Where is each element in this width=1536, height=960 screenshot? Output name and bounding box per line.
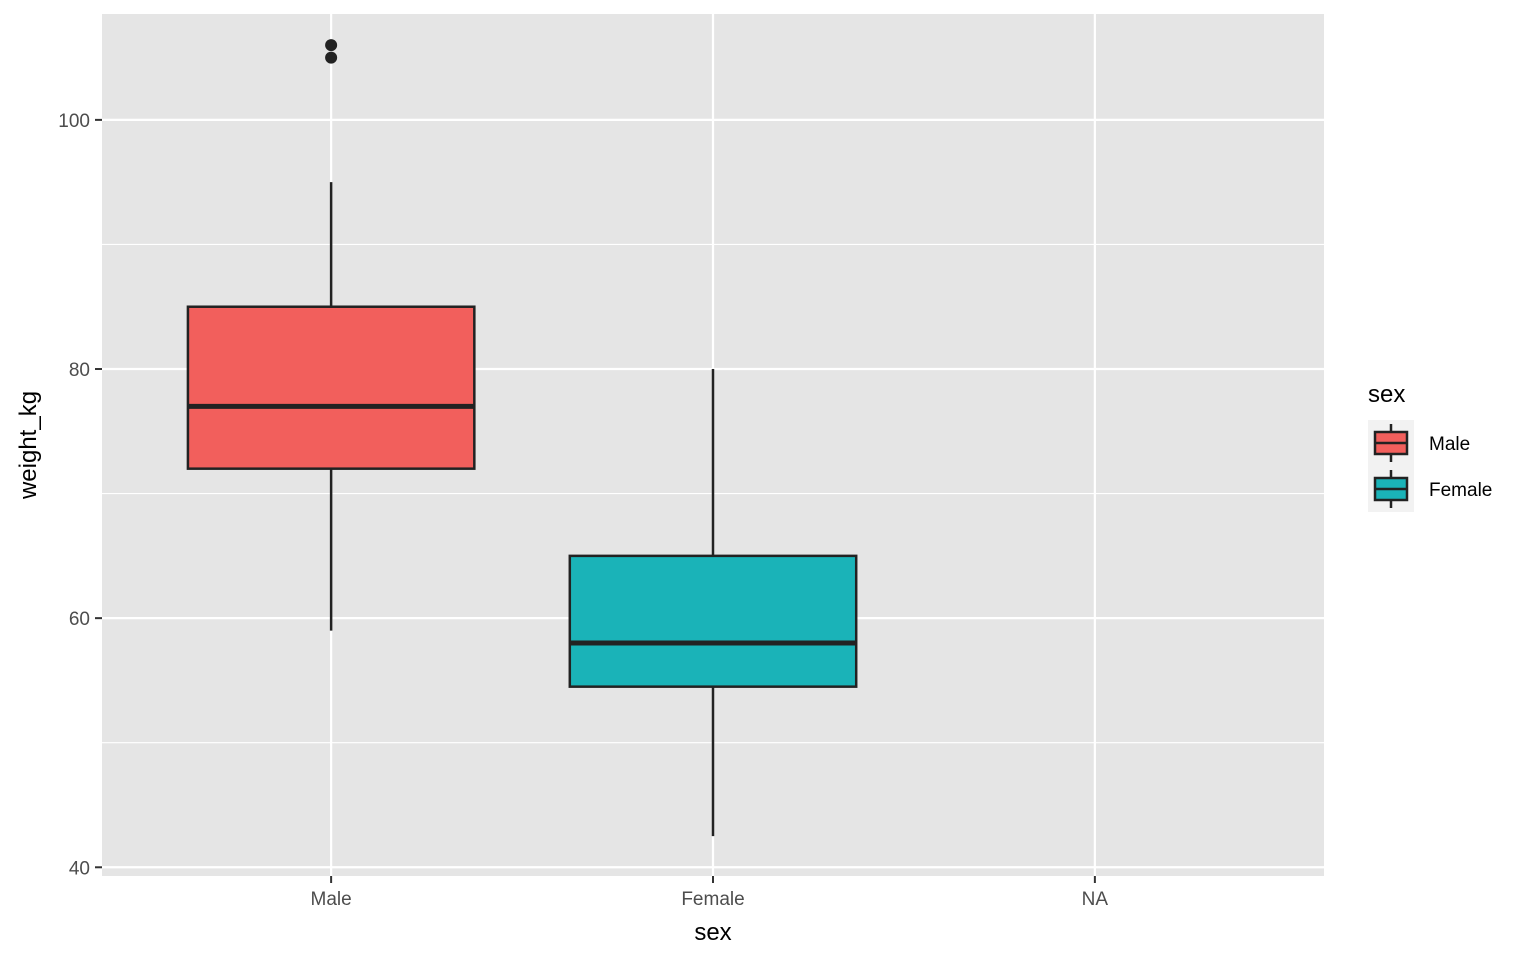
- y-tick-label: 60: [69, 609, 90, 630]
- outlier-point-male: [325, 51, 338, 64]
- x-tick-label: Female: [681, 889, 744, 910]
- y-tick-label: 40: [69, 858, 90, 879]
- legend-title: sex: [1368, 381, 1405, 408]
- box-female: [568, 554, 858, 688]
- x-axis-title: sex: [694, 919, 731, 946]
- y-axis-title: weight_kg: [15, 391, 42, 500]
- y-tick-label: 80: [69, 360, 90, 381]
- box-series: [186, 39, 858, 837]
- box-male: [186, 305, 476, 470]
- y-tick-label: 100: [58, 111, 90, 132]
- x-axis: Male Female NA: [311, 876, 1109, 910]
- x-tick-label: Male: [311, 889, 352, 910]
- legend: sex Male Female: [1368, 381, 1492, 512]
- y-axis: 40 60 80 100: [58, 111, 102, 879]
- outlier-point-male: [325, 39, 338, 52]
- x-tick-label: NA: [1082, 889, 1109, 910]
- legend-label-female: Female: [1429, 480, 1492, 501]
- legend-label-male: Male: [1429, 434, 1470, 455]
